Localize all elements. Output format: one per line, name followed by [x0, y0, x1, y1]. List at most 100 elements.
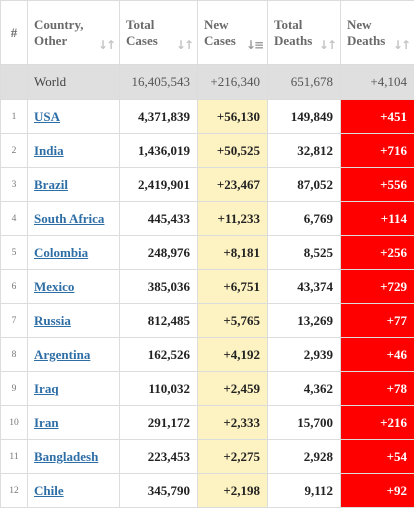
country-link[interactable]: Argentina: [34, 346, 91, 362]
total-deaths-cell: 43,374: [267, 269, 341, 304]
total-deaths-cell: 8,525: [267, 235, 341, 270]
new-cases-cell: +11,233: [197, 201, 268, 236]
table-row: 11 Bangladesh 223,453 +2,275 2,928 +54: [0, 439, 414, 474]
table-row: 6 Mexico 385,036 +6,751 43,374 +729: [0, 269, 414, 304]
table-row: 9 Iraq 110,032 +2,459 4,362 +78: [0, 371, 414, 406]
country-link[interactable]: Colombia: [34, 244, 89, 260]
new-cases-cell: +8,181: [197, 235, 268, 270]
table-row: 8 Argentina 162,526 +4,192 2,939 +46: [0, 337, 414, 372]
header-index-label: #: [10, 24, 18, 40]
header-new-cases-label: New Cases: [204, 16, 236, 48]
country-cell: Bangladesh: [27, 439, 120, 474]
country-cell: USA: [27, 99, 120, 134]
total-cases-cell: 291,172: [119, 405, 198, 440]
total-deaths-cell: 149,849: [267, 99, 341, 134]
new-deaths-cell: +4,104: [340, 64, 414, 100]
total-deaths-cell: 6,769: [267, 201, 341, 236]
new-deaths-cell: +92: [340, 473, 414, 508]
country-link[interactable]: Iran: [34, 414, 59, 430]
country-link[interactable]: Russia: [34, 312, 71, 328]
new-cases-cell: +56,130: [197, 99, 268, 134]
country-cell: Iran: [27, 405, 120, 440]
header-new-cases[interactable]: New Cases ↓≡: [197, 0, 268, 65]
new-cases-cell: +2,198: [197, 473, 268, 508]
header-total-cases[interactable]: Total Cases ↓↑: [119, 0, 198, 65]
total-cases-cell: 445,433: [119, 201, 198, 236]
row-index: [0, 64, 28, 100]
header-total-deaths-label: Total Deaths: [274, 16, 313, 48]
table-row: 2 India 1,436,019 +50,525 32,812 +716: [0, 133, 414, 168]
row-index: 6: [0, 269, 28, 304]
total-cases-cell: 385,036: [119, 269, 198, 304]
new-deaths-cell: +256: [340, 235, 414, 270]
total-deaths-cell: 13,269: [267, 303, 341, 338]
row-index: 2: [0, 133, 28, 168]
country-cell: South Africa: [27, 201, 120, 236]
sort-arrows-icon[interactable]: ↓↑: [97, 38, 116, 52]
country-link[interactable]: Bangladesh: [34, 448, 99, 464]
total-deaths-cell: 2,939: [267, 337, 341, 372]
new-cases-cell: +2,459: [197, 371, 268, 406]
new-cases-cell: +2,333: [197, 405, 268, 440]
world-label: World: [27, 64, 120, 100]
total-cases-cell: 812,485: [119, 303, 198, 338]
total-cases-cell: 110,032: [119, 371, 198, 406]
country-link[interactable]: Chile: [34, 482, 64, 498]
total-cases-cell: 248,976: [119, 235, 198, 270]
sort-descending-icon[interactable]: ↓≡: [245, 38, 264, 52]
new-cases-cell: +4,192: [197, 337, 268, 372]
total-cases-cell: 2,419,901: [119, 167, 198, 202]
row-index: 1: [0, 99, 28, 134]
total-cases-cell: 223,453: [119, 439, 198, 474]
country-link[interactable]: South Africa: [34, 210, 105, 226]
new-cases-cell: +6,751: [197, 269, 268, 304]
row-index: 10: [0, 405, 28, 440]
total-deaths-cell: 4,362: [267, 371, 341, 406]
new-cases-cell: +216,340: [197, 64, 268, 100]
header-country-label: Country, Other: [34, 16, 84, 48]
new-cases-cell: +5,765: [197, 303, 268, 338]
row-index: 8: [0, 337, 28, 372]
country-cell: Argentina: [27, 337, 120, 372]
row-index: 11: [0, 439, 28, 474]
row-index: 7: [0, 303, 28, 338]
header-new-deaths[interactable]: New Deaths ↓↑: [340, 0, 414, 65]
country-cell: Colombia: [27, 235, 120, 270]
country-cell: Brazil: [27, 167, 120, 202]
country-link[interactable]: Mexico: [34, 278, 75, 294]
header-total-deaths[interactable]: Total Deaths ↓↑: [267, 0, 341, 65]
table-row: 10 Iran 291,172 +2,333 15,700 +216: [0, 405, 414, 440]
sort-arrows-icon[interactable]: ↓↑: [392, 38, 411, 52]
total-cases-cell: 345,790: [119, 473, 198, 508]
sort-arrows-icon[interactable]: ↓↑: [318, 38, 337, 52]
header-total-cases-label: Total Cases: [126, 16, 158, 48]
new-deaths-cell: +556: [340, 167, 414, 202]
new-deaths-cell: +216: [340, 405, 414, 440]
row-index: 9: [0, 371, 28, 406]
country-link[interactable]: USA: [34, 108, 61, 124]
total-cases-cell: 4,371,839: [119, 99, 198, 134]
total-deaths-cell: 2,928: [267, 439, 341, 474]
country-link[interactable]: Iraq: [34, 380, 59, 396]
total-cases-cell: 16,405,543: [119, 64, 198, 100]
new-deaths-cell: +451: [340, 99, 414, 134]
total-deaths-cell: 9,112: [267, 473, 341, 508]
table-row: 4 South Africa 445,433 +11,233 6,769 +114: [0, 201, 414, 236]
total-cases-cell: 1,436,019: [119, 133, 198, 168]
new-deaths-cell: +78: [340, 371, 414, 406]
header-country[interactable]: Country, Other ↓↑: [27, 0, 120, 65]
country-link[interactable]: India: [34, 142, 64, 158]
sort-arrows-icon[interactable]: ↓↑: [175, 38, 194, 52]
row-index: 4: [0, 201, 28, 236]
header-index: #: [0, 0, 28, 65]
country-link[interactable]: Brazil: [34, 176, 68, 192]
new-deaths-cell: +114: [340, 201, 414, 236]
country-cell: Iraq: [27, 371, 120, 406]
country-cell: India: [27, 133, 120, 168]
new-cases-cell: +50,525: [197, 133, 268, 168]
total-deaths-cell: 32,812: [267, 133, 341, 168]
total-deaths-cell: 87,052: [267, 167, 341, 202]
row-index: 5: [0, 235, 28, 270]
total-cases-cell: 162,526: [119, 337, 198, 372]
table-row: 3 Brazil 2,419,901 +23,467 87,052 +556: [0, 167, 414, 202]
